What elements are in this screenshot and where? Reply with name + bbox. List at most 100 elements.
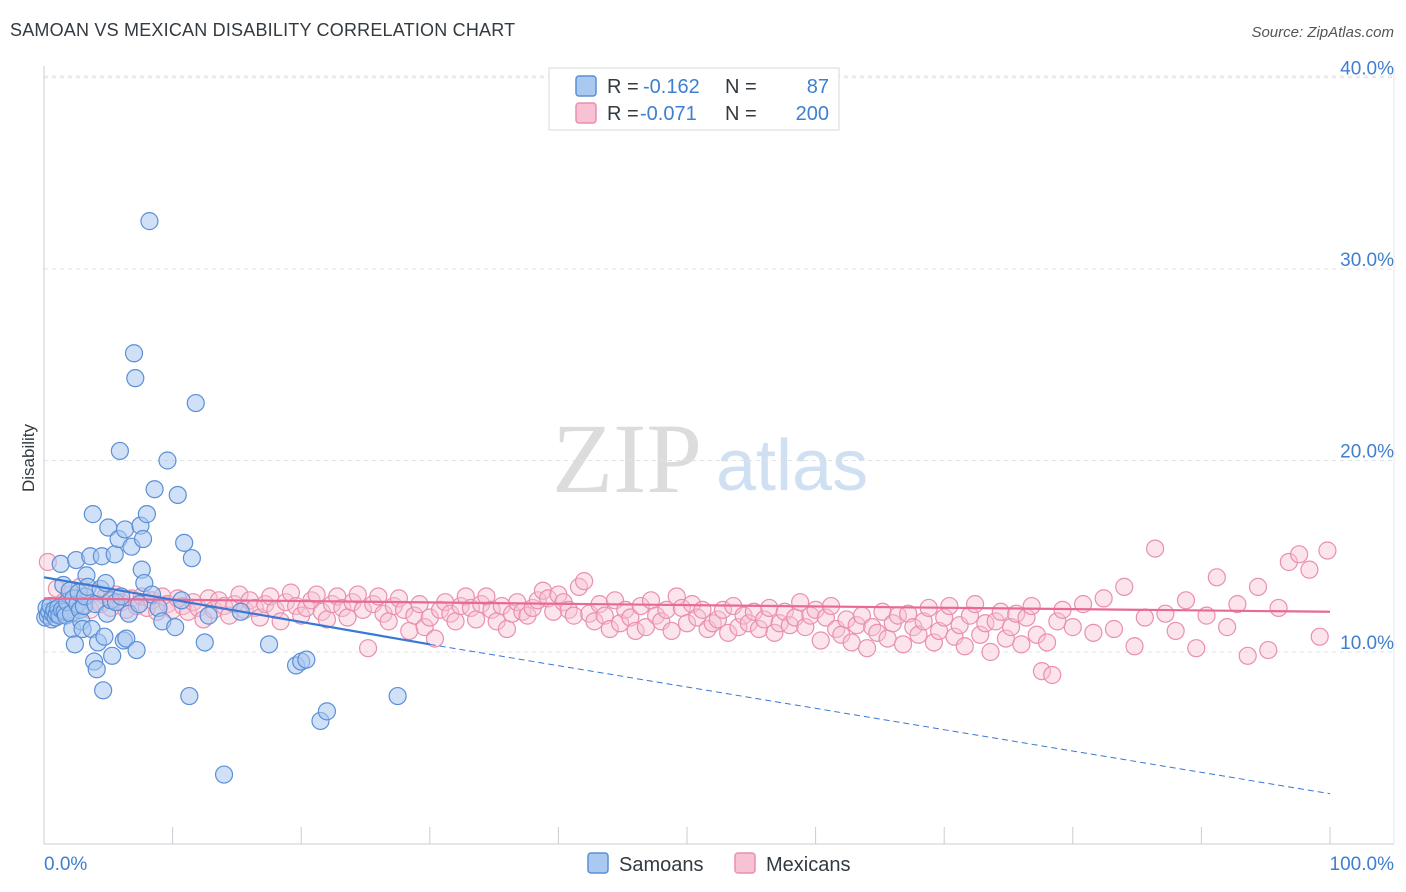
watermark-zip: ZIP bbox=[552, 403, 702, 514]
mexicans-point bbox=[1115, 577, 1134, 596]
samoans-point bbox=[195, 633, 214, 652]
bottom-legend-swatch-mexicans bbox=[734, 852, 756, 874]
samoans-point bbox=[133, 529, 153, 549]
mexicans-point bbox=[811, 631, 830, 650]
mexicans-point bbox=[1259, 640, 1278, 660]
samoans-point bbox=[115, 520, 135, 539]
mexicans-point bbox=[755, 610, 774, 629]
mexicans-point bbox=[847, 616, 866, 635]
mexicans-point bbox=[981, 642, 1000, 662]
mexicans-point bbox=[338, 608, 357, 627]
samoans-point bbox=[110, 441, 129, 461]
mexicans-point bbox=[955, 637, 974, 656]
mexicans-point bbox=[739, 614, 758, 633]
mexicans-point bbox=[729, 618, 748, 637]
y-tick-label: 20.0% bbox=[1340, 442, 1394, 463]
mexicans-point bbox=[1290, 545, 1309, 564]
samoans-point bbox=[51, 554, 70, 574]
mexicans-point bbox=[1032, 662, 1052, 681]
samoans-point bbox=[65, 635, 84, 654]
samoans-trend-extension bbox=[429, 643, 1331, 795]
legend-n-value-mexicans: 200 bbox=[796, 103, 829, 125]
mexicans-point bbox=[600, 619, 619, 639]
mexicans-point bbox=[878, 629, 897, 648]
samoans-point bbox=[182, 549, 201, 568]
mexicans-point bbox=[1279, 552, 1298, 572]
mexicans-point bbox=[420, 608, 439, 627]
samoans-point bbox=[124, 344, 144, 363]
legend-n-value-samoans: 87 bbox=[807, 76, 829, 98]
samoans-point bbox=[186, 393, 205, 413]
mexicans-point bbox=[935, 608, 954, 627]
mexicans-point bbox=[647, 606, 666, 625]
mexicans-point bbox=[1310, 627, 1329, 646]
mexicans-point bbox=[1228, 595, 1247, 614]
stats-legend-box bbox=[548, 67, 840, 131]
legend-r-value-samoans: -0.162 bbox=[643, 76, 700, 98]
mexicans-point bbox=[662, 621, 681, 641]
mexicans-point bbox=[400, 621, 419, 641]
mexicans-point bbox=[1037, 633, 1057, 652]
series-legend: Samoans Mexicans bbox=[587, 852, 850, 876]
samoans-point bbox=[137, 505, 156, 524]
legend-r-label-mexicans: R = bbox=[607, 103, 639, 125]
samoans-point bbox=[388, 686, 407, 706]
mexicans-point bbox=[796, 618, 815, 637]
stats-legend: R = -0.162 N = 87 R = -0.071 N = 200 bbox=[548, 67, 840, 131]
mexicans-point bbox=[816, 608, 835, 627]
legend-swatch-mexicans bbox=[575, 102, 597, 124]
samoans-point bbox=[105, 545, 124, 564]
mexicans-point bbox=[1218, 618, 1237, 637]
samoans-point bbox=[199, 606, 218, 625]
mexicans-point bbox=[595, 606, 614, 625]
mexicans-point bbox=[482, 600, 501, 619]
mexicans-point bbox=[775, 602, 794, 621]
samoans-point bbox=[145, 480, 164, 499]
mexicans-point bbox=[358, 639, 378, 658]
samoans-point bbox=[214, 765, 234, 784]
samoans-point bbox=[168, 485, 187, 505]
samoans-point bbox=[140, 212, 159, 231]
mexicans-point bbox=[564, 606, 583, 625]
y-tick-label: 40.0% bbox=[1340, 59, 1394, 80]
mexicans-point bbox=[1001, 618, 1021, 637]
trend-lines bbox=[43, 576, 1331, 795]
mexicans-point bbox=[1248, 577, 1268, 596]
mexicans-point bbox=[1022, 596, 1041, 616]
mexicans-point bbox=[1166, 621, 1185, 641]
mexicans-point bbox=[569, 577, 589, 596]
mexicans-point bbox=[559, 600, 578, 619]
mexicans-point bbox=[621, 608, 640, 627]
mexicans-point bbox=[863, 618, 882, 637]
mexicans-point bbox=[760, 598, 779, 618]
y-tick-label: 10.0% bbox=[1340, 633, 1394, 654]
samoans-point bbox=[317, 702, 337, 721]
samoans-point bbox=[126, 369, 145, 388]
mexicans-point bbox=[379, 612, 398, 631]
legend-n-label-samoans: N = bbox=[725, 76, 757, 98]
mexicans-point bbox=[940, 596, 959, 616]
bottom-legend-label-samoans: Samoans bbox=[619, 854, 704, 876]
x-tick-label-max: 100.0% bbox=[1330, 854, 1395, 875]
y-tick-label: 30.0% bbox=[1340, 250, 1394, 271]
samoans-point bbox=[94, 681, 113, 700]
mexicans-point bbox=[626, 621, 645, 641]
mexicans-point bbox=[1187, 639, 1206, 658]
mexicans-point bbox=[1238, 646, 1257, 665]
samoans-point bbox=[259, 635, 279, 654]
mexicans-point bbox=[744, 602, 763, 621]
mexicans-point bbox=[1027, 625, 1046, 644]
mexicans-point bbox=[924, 633, 944, 652]
mexicans-point bbox=[719, 623, 738, 642]
legend-r-value-mexicans: -0.071 bbox=[640, 103, 697, 125]
legend-n-label-mexicans: N = bbox=[725, 103, 757, 125]
legend-swatch-samoans bbox=[575, 75, 597, 97]
mexicans-point bbox=[1012, 635, 1031, 654]
mexicans-point bbox=[1269, 598, 1288, 618]
mexicans-point bbox=[405, 606, 424, 625]
mexicans-point bbox=[425, 629, 445, 648]
y-axis-title: Disability bbox=[19, 423, 38, 492]
samoans-point bbox=[158, 451, 177, 470]
mexicans-point bbox=[971, 625, 990, 644]
